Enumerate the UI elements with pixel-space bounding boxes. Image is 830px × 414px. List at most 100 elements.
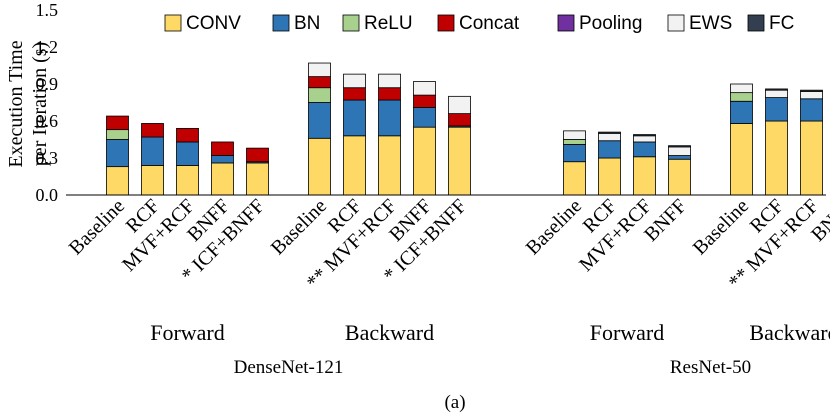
bar-segment-conv [246,162,269,196]
bar-segment-conv [598,157,621,196]
bar-segment-fc [598,131,621,134]
figure-caption: (a) [444,392,465,413]
legend-swatch-bn [272,14,290,32]
bar-segment-relu [563,139,586,145]
bar-segment-fc [633,134,656,137]
bar-segment-bn [563,144,586,163]
legend: CONV BN ReLU Concat Pooling EWS FC [164,13,794,34]
legend-swatch-ews [667,14,685,32]
bar-segment-concat [246,147,269,163]
bar-segment-conv [343,135,366,196]
bar-segment-conv [730,123,753,196]
group-label: Backward [749,320,830,345]
bar-segment-bn [765,97,788,122]
bar-segment-conv [563,161,586,196]
bar-segment-conv [106,166,129,196]
bar-segment-concat [141,123,164,138]
x-category-label: Baseline [522,195,586,259]
bar-segment-ews [378,73,401,89]
bar-segment-bn [730,100,753,124]
bar-segment-bn [211,155,234,164]
bar-segment-concat [413,94,436,108]
legend-label-concat: Concat [459,13,520,34]
bar-segment-concat [106,115,129,131]
legend-swatch-fc [747,14,765,32]
legend-label-conv: CONV [186,13,241,34]
bar-segment-bn [378,99,401,137]
network-label: DenseNet-121 [234,357,344,378]
group-label: Forward [590,320,665,345]
bar-segment-relu [730,92,753,102]
bar-segment-bn [141,136,164,166]
bar-segment-ews [598,132,621,142]
bar-segment-conv [633,156,656,196]
bar-segment-fc [668,145,691,148]
bar-segment-bn [598,140,621,159]
bar-segment-bn [633,141,656,158]
bar-segment-ews [448,95,471,115]
bar-segment-concat [448,113,471,127]
legend-swatch-relu [342,14,360,32]
y-tick-label: 0.9 [36,74,59,94]
x-category-label: Baseline [267,195,331,259]
bar-segment-conv [308,137,331,196]
y-tick-label: 0.6 [36,111,59,131]
legend-label-fc: FC [769,13,794,34]
bar-segment-conv [668,158,691,196]
y-axis-ticks: 0.0 0.3 0.6 0.9 1.2 1.5 [36,0,59,205]
bar-segment-conv [448,126,471,196]
bar-segment-concat [308,76,331,89]
legend-label-pooling: Pooling [579,13,642,34]
bar-segment-fc [800,89,823,92]
bar-segment-ews [343,73,366,89]
bar-segment-bn [343,99,366,137]
bar-segment-ews [730,83,753,94]
group-label: Backward [345,320,434,345]
bar-segment-conv [141,164,164,196]
bar-segment-conv [211,162,234,196]
x-category-label: Baseline [689,195,753,259]
y-tick-label: 0.0 [36,185,59,205]
bar-segment-conv [765,120,788,196]
bar-segment-relu [106,129,129,140]
bar-segment-ews [413,81,436,96]
legend-swatch-pooling [557,14,575,32]
bar-area [106,62,823,196]
legend-label-ews: EWS [689,13,732,34]
network-label: ResNet-50 [670,357,751,378]
bar-segment-fc [765,88,788,91]
bar-segment-bn [106,139,129,168]
bar-segment-ews [308,62,331,77]
bar-segment-ews [563,130,586,140]
bar-segment-conv [413,126,436,196]
bar-segment-concat [211,141,234,156]
bar-segment-conv [378,135,401,196]
legend-swatch-conv [164,14,182,32]
bar-segment-bn [308,102,331,139]
bar-segment-conv [176,164,199,196]
y-tick-label: 1.2 [36,37,59,57]
bar-segment-ews [668,146,691,156]
y-tick-label: 1.5 [36,0,59,20]
bar-segment-bn [413,107,436,128]
legend-label-relu: ReLU [364,13,413,34]
y-axis-title-line-1: Execution Time [5,40,27,167]
y-axis-title: Execution Time per Iteration (s) [5,40,51,167]
bar-segment-ews [800,91,823,100]
bar-segment-concat [343,87,366,101]
y-axis-title-line-2: per Iteration (s) [29,42,51,166]
legend-swatch-concat [437,14,455,32]
bar-segment-conv [800,120,823,196]
bar-segment-concat [176,127,199,143]
group-label: Forward [150,320,225,345]
bar-segment-bn [176,141,199,166]
legend-label-bn: BN [294,13,320,34]
bar-segment-relu [308,87,331,103]
x-category-label: Baseline [65,195,129,259]
bar-segment-ews [765,89,788,98]
bar-segment-ews [633,135,656,143]
bar-segment-bn [668,155,691,160]
